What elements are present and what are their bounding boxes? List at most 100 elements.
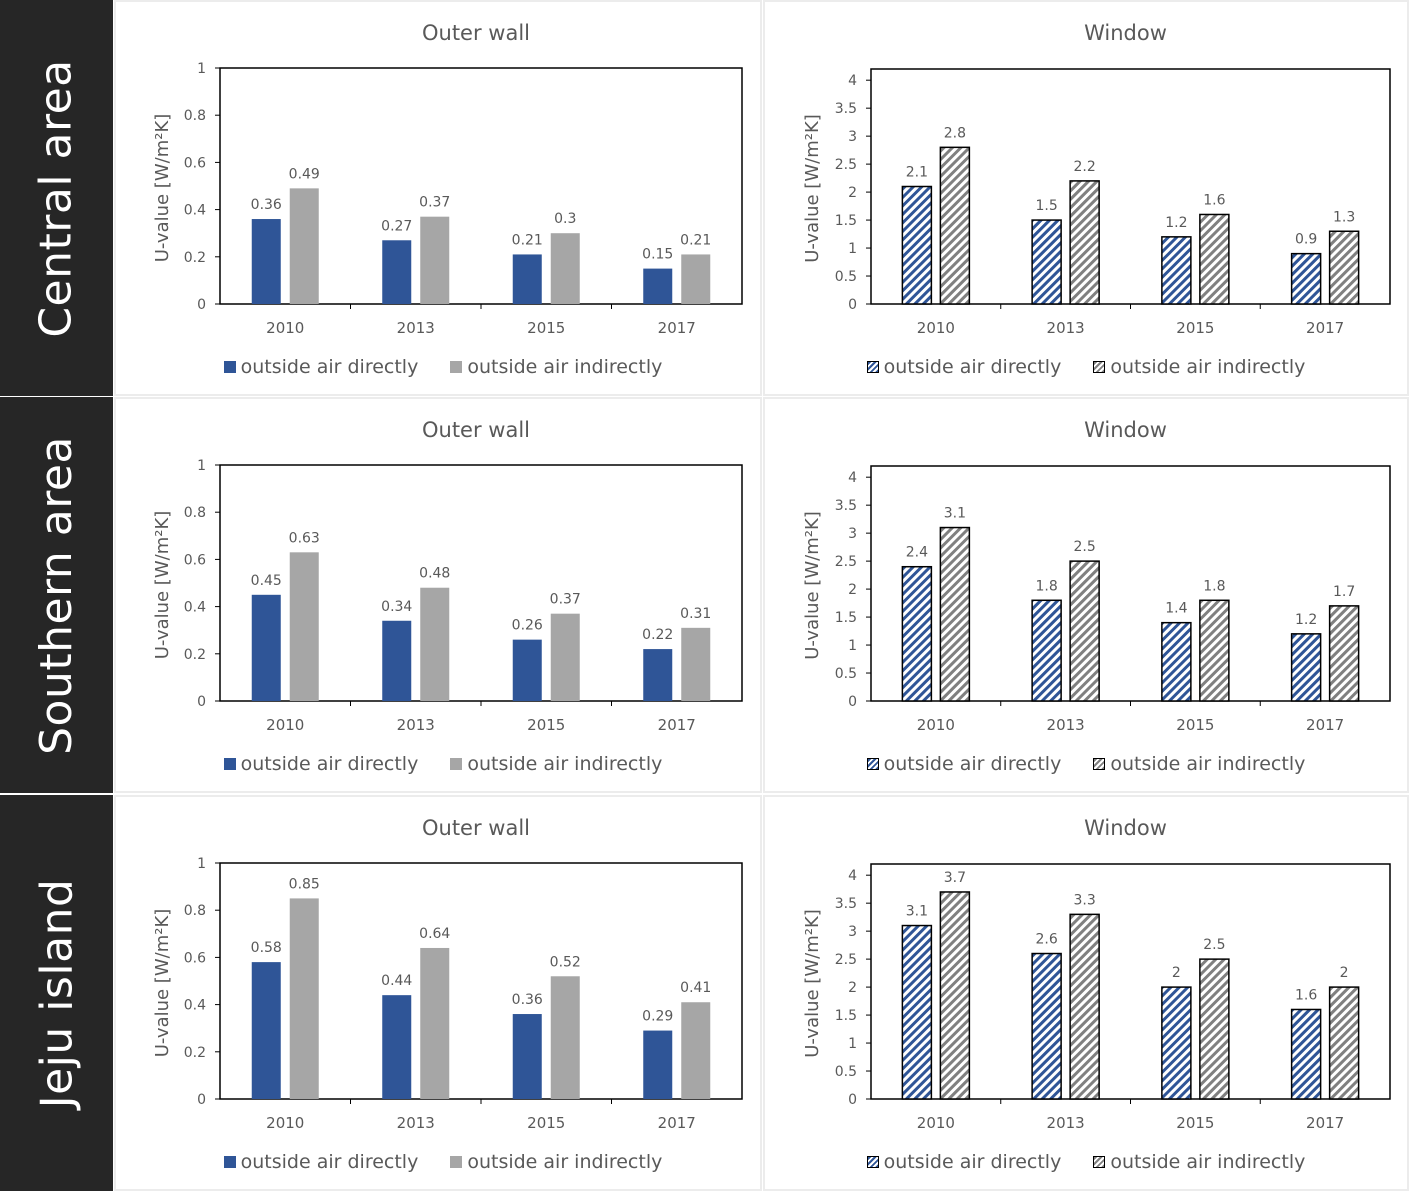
bar-direct [1290,633,1322,702]
chart-legend: outside air directly outside air indirect… [116,356,760,378]
outer-wall-chart-panel: Outer wall U-value [W/m²K] 0 0.2 0.4 0.6 0.8 1 2… [114,397,762,793]
x-tick-label: 2017 [1306,716,1344,734]
bar-indirect [1328,230,1360,305]
bar-direct [251,219,281,304]
data-label: 3.7 [944,870,966,886]
y-tick-label: 0.5 [835,666,857,682]
x-tick-label: 2010 [266,1114,304,1132]
legend-swatch [450,1156,463,1168]
bar-direct [1161,986,1192,1100]
chart-title: Outer wall [422,21,530,45]
data-label: 0.34 [381,599,412,615]
legend-swatch [223,361,236,373]
bar-indirect [1069,913,1100,1100]
chart-title: Window [1084,418,1167,442]
bar-direct [382,240,412,304]
bar-indirect [1199,958,1230,1100]
data-label: 2.8 [944,125,966,141]
x-tick-label: 2015 [527,716,565,734]
chart-svg: Window U-value [W/m²K] 0 0.5 1 1.5 2 2.5 3 3.5 4 20… [802,21,1391,337]
legend-text: outside air indirectly [1110,356,1306,378]
bar-indirect [420,587,450,701]
bar-direct [1290,252,1322,305]
y-tick-label: 1 [197,458,206,474]
legend-text: outside air indirectly [1110,1151,1306,1173]
bar-indirect [681,254,711,304]
legend-swatch [223,758,236,770]
chart-title: Window [1084,21,1167,45]
legend-item-indirect: outside air indirectly [1093,356,1305,378]
y-tick-label: 4 [848,470,857,486]
window-chart-panel: Window U-value [W/m²K] 0 0.5 1 1.5 2 2.5 3 3.5 4 20… [763,795,1409,1191]
x-tick-label: 2015 [527,1114,565,1132]
outer-wall-chart-panel: Outer wall U-value [W/m²K] 0 0.2 0.4 0.6 0.8 1 2… [114,0,762,396]
legend-item-direct: outside air directly [866,753,1061,775]
bar-direct [251,594,281,701]
y-tick-label: 0.2 [184,647,206,663]
bar-direct [251,962,281,1099]
bar-direct [1031,952,1062,1100]
bar-indirect [550,233,580,304]
outer-wall-chart-panel: Outer wall U-value [W/m²K] 0 0.2 0.4 0.6 0.8 1 2… [114,795,762,1191]
legend-text: outside air directly [883,1151,1062,1173]
legend-text: outside air directly [240,753,419,775]
legend-item-indirect: outside air indirectly [450,753,662,775]
data-label: 2.4 [906,545,928,561]
data-label: 0.45 [251,573,282,589]
legend-swatch [1093,361,1106,373]
chart-legend: outside air directly outside air indirect… [116,753,760,775]
data-label: 0.27 [381,218,412,234]
data-label: 0.41 [680,980,711,996]
data-label: 2.5 [1073,539,1095,555]
bar-direct [382,995,412,1099]
data-label: 0.52 [550,954,581,970]
data-label: 0.85 [289,876,320,892]
y-tick-label: 0.4 [184,203,206,219]
legend-item-direct: outside air directly [223,753,419,775]
chart-svg: Window U-value [W/m²K] 0 0.5 1 1.5 2 2.5 3 3.5 4 20… [802,816,1391,1132]
x-tick-label: 2015 [1176,319,1214,337]
row-label: Jeju island [0,795,113,1191]
bar-indirect [939,146,971,305]
data-label: 0.63 [289,530,320,546]
bar-direct [643,649,673,701]
y-tick-label: 0.4 [184,998,206,1014]
bar-direct [1031,219,1062,305]
x-tick-label: 2010 [917,319,955,337]
legend-text: outside air directly [883,356,1062,378]
y-tick-label: 3.5 [835,101,857,117]
data-label: 0.64 [419,926,450,942]
y-axis-label: U-value [W/m²K] [802,909,823,1058]
data-label: 1.4 [1165,601,1187,617]
data-label: 0.31 [680,606,711,622]
x-tick-label: 2017 [1306,1114,1344,1132]
data-label: 3.1 [906,904,928,920]
data-label: 2.1 [906,165,928,181]
y-tick-label: 0.8 [184,903,206,919]
bar-direct [643,1030,673,1099]
data-label: 0.26 [512,618,543,634]
y-tick-label: 1 [848,1036,857,1052]
data-label: 1.2 [1165,215,1187,231]
y-tick-label: 0.2 [184,250,206,266]
data-label: 0.36 [512,992,543,1008]
row-label-text: Southern area [31,435,83,755]
legend-swatch [1093,758,1106,770]
chart-title: Outer wall [422,418,530,442]
window-chart-panel: Window U-value [W/m²K] 0 0.5 1 1.5 2 2.5 3 3.5 4 20… [763,0,1409,396]
legend-text: outside air directly [240,1151,419,1173]
bar-direct [1031,599,1062,702]
x-tick-label: 2017 [658,319,696,337]
y-tick-label: 3 [848,129,857,145]
bar-direct [382,620,412,701]
data-label: 0.58 [251,940,282,956]
chart-legend: outside air directly outside air indirect… [116,1151,760,1173]
data-label: 3.3 [1073,892,1095,908]
bar-direct [1161,621,1192,702]
chart-title: Window [1084,816,1167,840]
y-tick-label: 1 [197,856,206,872]
y-tick-label: 2.5 [835,157,857,173]
x-tick-label: 2015 [1176,1114,1214,1132]
y-tick-label: 2.5 [835,952,857,968]
data-label: 1.2 [1295,612,1317,628]
